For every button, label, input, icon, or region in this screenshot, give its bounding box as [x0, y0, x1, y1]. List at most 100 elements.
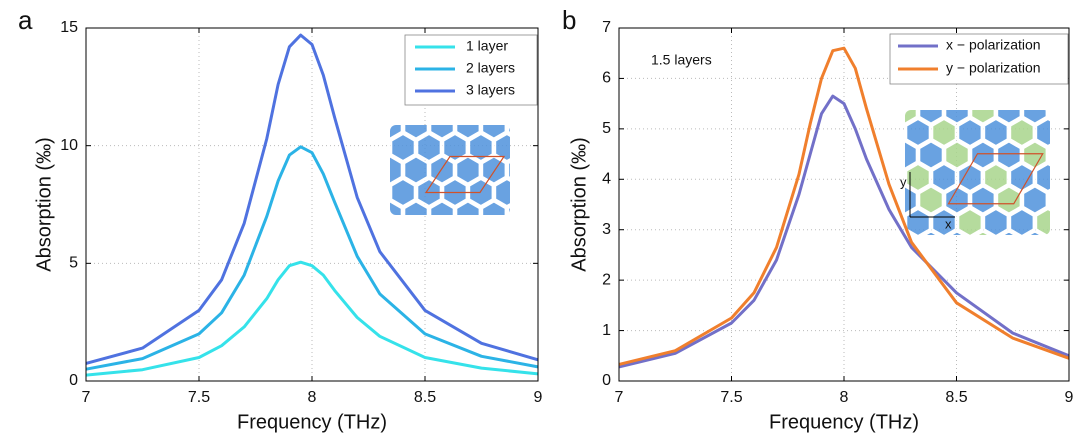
hexagon — [996, 110, 1022, 125]
hexagon — [468, 132, 494, 163]
series-line — [85, 33, 539, 365]
hexagon — [1062, 164, 1078, 191]
hexagon — [905, 140, 918, 170]
inset-axis-label: y — [900, 174, 907, 189]
x-tick-label: 7 — [82, 389, 91, 406]
y-axis-label: Absorption (‰) — [33, 137, 55, 272]
hexagon — [455, 200, 481, 215]
x-tick-label: 8 — [308, 389, 317, 406]
y-tick-label: 0 — [602, 372, 611, 389]
panel: a 7 7.5 8 8.5 9 0 5 10 15 Frequency (THz) Absorptio… — [18, 5, 544, 433]
hexagon — [507, 200, 510, 215]
x-tick-label: 9 — [534, 389, 543, 406]
inset-axis-label: x — [945, 216, 952, 231]
legend-label: y − polarization — [946, 60, 1041, 76]
y-tick-label: 7 — [602, 19, 611, 36]
hexagon — [1062, 119, 1078, 146]
hexagon — [1022, 110, 1048, 125]
y-tick-label: 6 — [602, 70, 611, 87]
hexagon — [867, 232, 890, 259]
hexagon — [416, 132, 442, 163]
x-tick-label: 8.5 — [945, 389, 967, 406]
hexagon — [905, 110, 918, 125]
hexagon — [1022, 185, 1048, 215]
hexagon — [931, 207, 957, 235]
hexagon — [390, 177, 416, 208]
hexagon — [403, 155, 429, 185]
hexagon — [390, 125, 403, 140]
hexagon — [507, 125, 510, 140]
hexagon — [429, 125, 455, 140]
hexagon — [390, 200, 403, 215]
hexagon — [403, 200, 429, 215]
hexagon — [983, 117, 1009, 148]
annotation: 1.5 layers — [651, 52, 712, 68]
hexagon — [944, 185, 970, 215]
hexagon — [481, 125, 507, 140]
hexagon — [918, 140, 944, 170]
x-tick-label: 8.5 — [414, 389, 436, 406]
x-axis-label: Frequency (THz) — [769, 411, 919, 433]
y-tick-label: 2 — [602, 271, 611, 288]
hexagon — [521, 134, 544, 161]
unit-cell — [947, 153, 1044, 205]
hexagon — [507, 155, 510, 185]
y-axis-label: Absorption (‰) — [568, 137, 590, 272]
hexagon — [429, 155, 455, 185]
hexagon — [983, 207, 1009, 235]
hexagon — [905, 162, 931, 193]
hexagon — [365, 179, 388, 206]
hexagon — [455, 125, 481, 140]
hexagon — [905, 185, 918, 215]
hexagon — [1035, 162, 1050, 193]
hexagon — [429, 200, 455, 215]
hexagon — [494, 132, 510, 163]
legend-label: 2 layers — [466, 60, 515, 76]
hexagon — [1009, 162, 1035, 193]
hexagon — [918, 110, 944, 125]
hexagon — [957, 207, 983, 235]
hexagon — [944, 110, 970, 125]
hexagon — [1062, 209, 1078, 236]
hexagon — [481, 155, 507, 185]
hexagon — [521, 179, 544, 206]
unit-cell — [424, 155, 506, 194]
y-tick-label: 5 — [602, 120, 611, 137]
hexagon — [352, 157, 375, 184]
hexagon — [905, 117, 931, 148]
hexagon — [970, 230, 996, 235]
hexagon — [352, 112, 375, 139]
legend-label: 1 layer — [466, 38, 508, 54]
hexagon — [957, 162, 983, 193]
hexagon — [1048, 140, 1050, 170]
x-axis-label: Frequency (THz) — [237, 411, 387, 433]
hexagon — [1022, 230, 1048, 235]
x-tick-label: 8 — [840, 389, 849, 406]
hexagon — [970, 110, 996, 125]
series-line — [618, 46, 1070, 366]
panel-label: b — [562, 5, 576, 35]
y-tick-label: 4 — [602, 171, 611, 188]
x-tick-label: 7.5 — [720, 389, 742, 406]
hexagon — [390, 155, 403, 185]
hexagon — [365, 134, 388, 161]
hexagon — [390, 132, 416, 163]
hexagon — [996, 140, 1022, 170]
hexagon — [918, 230, 944, 235]
hexagon — [365, 89, 388, 116]
hexagon — [983, 162, 1009, 193]
panel-label: a — [18, 5, 33, 35]
x-tick-label: 7.5 — [188, 389, 210, 406]
hexagon — [944, 140, 970, 170]
y-tick-label: 3 — [602, 221, 611, 238]
legend-label: 3 layers — [466, 82, 515, 98]
hexagon — [1022, 140, 1048, 170]
hexagon — [996, 230, 1022, 235]
hexagon — [403, 125, 429, 140]
hexagon — [1009, 117, 1035, 148]
inset-hexagons — [867, 110, 1078, 259]
hexagon — [970, 185, 996, 215]
hexagon — [880, 119, 903, 146]
hexagon — [1035, 117, 1050, 148]
y-tick-label: 1 — [602, 322, 611, 339]
